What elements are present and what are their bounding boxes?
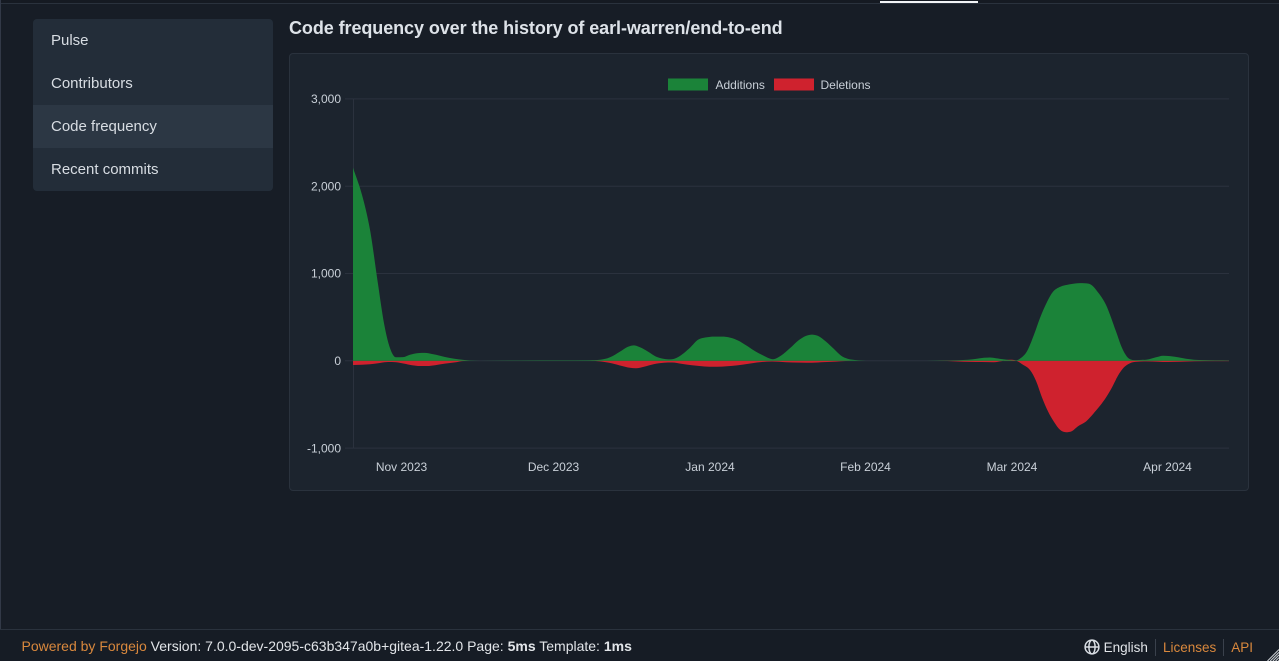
svg-text:Apr 2024: Apr 2024 [1143, 460, 1192, 474]
svg-text:Nov 2023: Nov 2023 [376, 460, 428, 474]
svg-text:0: 0 [334, 354, 341, 368]
svg-text:Feb 2024: Feb 2024 [840, 460, 891, 474]
svg-text:1,000: 1,000 [311, 267, 341, 281]
svg-text:Mar 2024: Mar 2024 [987, 460, 1038, 474]
svg-text:2,000: 2,000 [311, 179, 341, 193]
svg-text:3,000: 3,000 [311, 92, 341, 106]
svg-text:Additions: Additions [716, 78, 765, 92]
svg-text:Dec 2023: Dec 2023 [528, 460, 580, 474]
svg-text:Jan 2024: Jan 2024 [685, 460, 735, 474]
svg-text:Deletions: Deletions [821, 78, 871, 92]
svg-text:-1,000: -1,000 [307, 441, 341, 455]
